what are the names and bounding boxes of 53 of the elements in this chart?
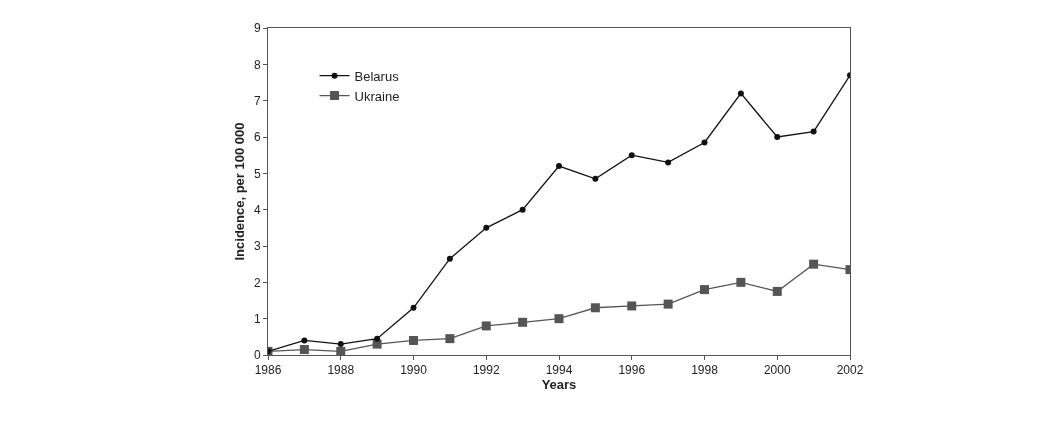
x-tick-label: 1988 <box>327 363 355 378</box>
point <box>665 159 672 166</box>
x-tick-label: 1986 <box>254 363 282 378</box>
point <box>299 345 309 355</box>
x-tick-label: 2002 <box>836 363 864 378</box>
legend-label: Ukraine <box>354 88 400 104</box>
y-tick-label: 4 <box>253 202 261 217</box>
point <box>336 346 346 355</box>
y-tick-label: 0 <box>253 348 261 363</box>
y-tick-label: 8 <box>253 57 261 72</box>
point <box>627 301 637 311</box>
y-tick-label: 5 <box>253 166 261 181</box>
x-tick-label: 1996 <box>618 363 646 378</box>
x-axis-title: Years <box>541 377 577 393</box>
point <box>483 224 490 231</box>
y-tick-label: 2 <box>253 275 261 290</box>
point <box>736 277 746 287</box>
point <box>554 314 564 324</box>
point <box>556 163 562 170</box>
point <box>737 90 744 97</box>
point <box>592 175 599 182</box>
point <box>628 152 635 159</box>
x-tick-label: 1994 <box>545 363 573 378</box>
point <box>663 299 673 309</box>
y-axis-title: Incidence, per 100 000 <box>231 122 247 261</box>
y-tick-label: 9 <box>253 21 261 36</box>
point <box>446 255 453 262</box>
point <box>701 139 708 146</box>
legend-label: Belarus <box>354 68 400 84</box>
y-tick-label: 1 <box>253 311 261 326</box>
point <box>700 285 709 295</box>
point <box>518 317 528 327</box>
y-tick-label: 6 <box>253 130 261 145</box>
point <box>410 304 417 311</box>
point <box>481 321 491 331</box>
x-tick-label: 1998 <box>691 363 719 378</box>
point <box>772 286 782 296</box>
x-tick-label: 1990 <box>400 363 428 378</box>
point <box>337 341 344 348</box>
point <box>519 206 526 213</box>
point <box>374 335 381 342</box>
point <box>590 303 600 313</box>
point <box>301 337 308 344</box>
point <box>809 259 819 269</box>
point <box>409 335 418 345</box>
point <box>774 134 781 140</box>
point <box>372 339 382 349</box>
x-tick-label: 1992 <box>472 363 500 378</box>
y-tick-label: 7 <box>253 93 261 108</box>
x-tick-label: 2000 <box>763 363 791 378</box>
point <box>445 334 455 344</box>
y-tick-label: 3 <box>253 239 261 254</box>
point <box>810 128 817 135</box>
